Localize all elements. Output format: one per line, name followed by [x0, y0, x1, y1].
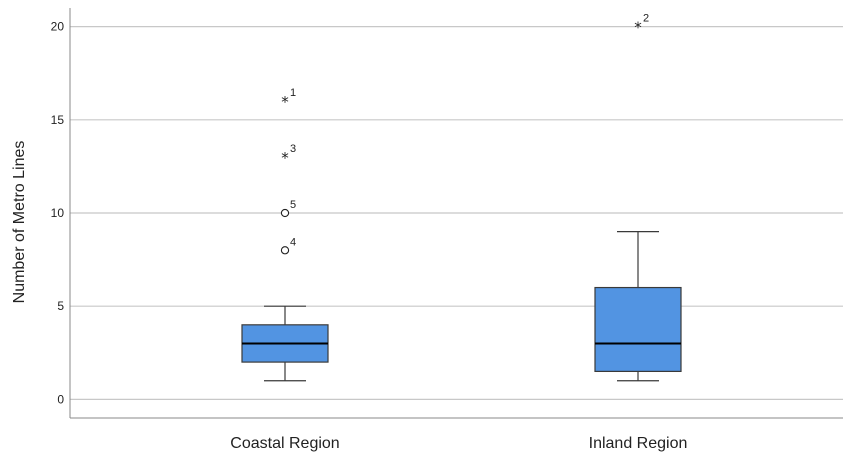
grid-layer	[70, 26, 843, 400]
outlier-circle	[280, 208, 290, 218]
outlier-circle	[280, 246, 290, 255]
y-tick-label: 10	[51, 206, 65, 220]
outlier-label: 3	[290, 143, 296, 155]
outlier-label: 5	[290, 199, 296, 211]
outlier-label: 1	[290, 87, 296, 99]
box-iqr	[594, 286, 682, 373]
box-layer: * 1* 354* 2	[241, 13, 682, 382]
box-group: * 1* 354	[241, 87, 329, 382]
y-tick-label: 0	[57, 392, 64, 406]
y-tick-label: 5	[57, 299, 64, 313]
axis-layer	[69, 8, 843, 419]
outlier-label: 4	[290, 236, 296, 248]
outlier-star: *	[281, 93, 289, 111]
x-category-label: Coastal Region	[230, 435, 339, 452]
outlier-star: *	[634, 19, 642, 37]
y-tick-label: 20	[51, 20, 65, 34]
box-group: * 2	[594, 13, 682, 382]
outlier-star: *	[281, 149, 289, 167]
outlier-label: 2	[643, 13, 649, 25]
x-category-label: Inland Region	[589, 435, 688, 452]
y-axis-title: Number of Metro Lines	[11, 141, 28, 304]
y-tick-label: 15	[51, 113, 65, 127]
